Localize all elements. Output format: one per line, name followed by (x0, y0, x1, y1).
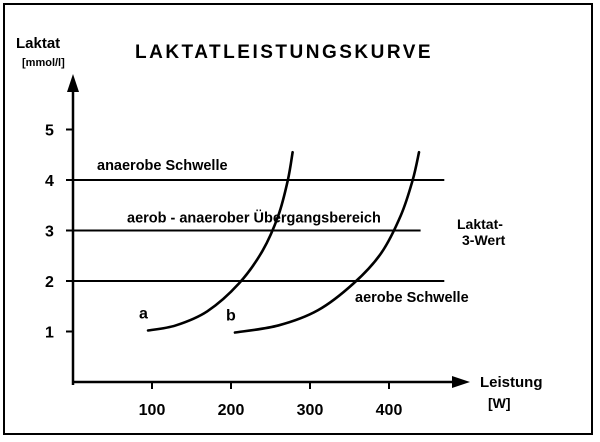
curve-a (146, 150, 294, 332)
y-axis-unit: [mmol/l] (22, 57, 65, 69)
x-tick-label-300: 300 (297, 402, 324, 419)
curve-b (233, 150, 421, 334)
y-tick-label-2: 2 (45, 274, 54, 291)
y-tick-label-1: 1 (45, 325, 54, 342)
y-tick-label-4: 4 (45, 173, 54, 190)
x-axis-unit: [W] (488, 395, 511, 411)
x-tick-label-400: 400 (376, 402, 403, 419)
side-label-line-1: Laktat- (457, 216, 503, 232)
x-tick-label-100: 100 (139, 402, 166, 419)
threshold-label-3: aerobe Schwelle (355, 290, 469, 306)
x-tick-label-200: 200 (218, 402, 245, 419)
x-axis-label: Leistung (480, 374, 543, 391)
chart-title: LAKTATLEISTUNGSKURVE (135, 42, 433, 63)
y-axis-label: Laktat (16, 35, 60, 52)
y-axis-arrow (67, 74, 79, 92)
y-tick-label-3: 3 (45, 224, 54, 241)
threshold-lines: anaerobe Schwelle aerob - anaerober Überg… (73, 158, 469, 306)
curve-label-b: b (226, 308, 236, 325)
threshold-label-1: anaerobe Schwelle (97, 158, 228, 174)
y-tick-label-5: 5 (45, 123, 54, 140)
x-axis-arrow (452, 376, 470, 388)
threshold-label-2: aerob - anaerober Übergangsbereich (127, 210, 381, 227)
chart-frame (3, 3, 593, 435)
side-label-line-2: 3-Wert (462, 232, 506, 248)
axis-ticks: 1 2 3 4 5 100 200 300 400 (45, 123, 402, 420)
curve-label-a: a (139, 305, 148, 322)
